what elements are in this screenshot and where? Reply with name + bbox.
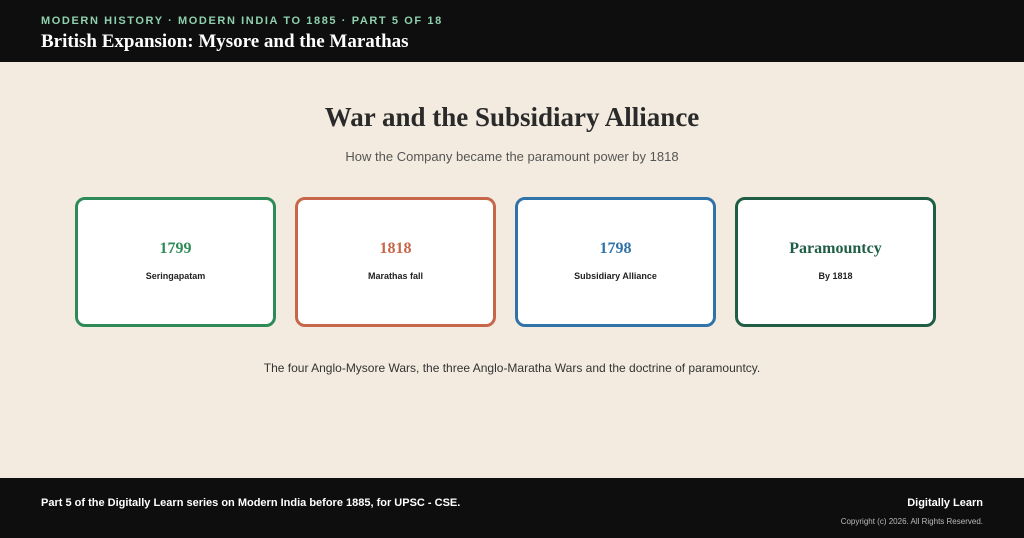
footer-note: Part 5 of the Digitally Learn series on … bbox=[41, 497, 461, 509]
card-label: Marathas fall bbox=[367, 271, 424, 281]
card-value: 1798 bbox=[599, 240, 632, 257]
card-label: Seringapatam bbox=[145, 271, 206, 281]
card-value: 1818 bbox=[379, 240, 412, 257]
heading: War and the Subsidiary Alliance bbox=[324, 102, 700, 132]
stat-card: 1799 Seringapatam bbox=[75, 197, 276, 327]
card-value: 1799 bbox=[159, 240, 192, 257]
header-title: British Expansion: Mysore and the Marath… bbox=[41, 31, 409, 52]
stat-card: 1798 Subsidiary Alliance bbox=[515, 197, 716, 327]
subheading: How the Company became the paramount pow… bbox=[345, 149, 679, 164]
header: MODERN HISTORY · MODERN INDIA TO 1885 · … bbox=[0, 0, 1024, 62]
footer-brand: Digitally Learn bbox=[907, 497, 983, 509]
stat-card: Paramountcy By 1818 bbox=[735, 197, 936, 327]
card-value: Paramountcy bbox=[789, 240, 882, 257]
eyebrow: MODERN HISTORY · MODERN INDIA TO 1885 · … bbox=[41, 15, 443, 27]
copyright: Copyright (c) 2026. All Rights Reserved. bbox=[840, 517, 983, 526]
card-label: Subsidiary Alliance bbox=[574, 271, 657, 281]
card-label: By 1818 bbox=[818, 271, 853, 281]
cards: 1799 Seringapatam 1818 Marathas fall 1798 Sub… bbox=[75, 197, 936, 327]
caption: The four Anglo-Mysore Wars, the three An… bbox=[263, 361, 761, 375]
footer: Part 5 of the Digitally Learn series on … bbox=[0, 478, 1024, 538]
stat-card: 1818 Marathas fall bbox=[295, 197, 496, 327]
